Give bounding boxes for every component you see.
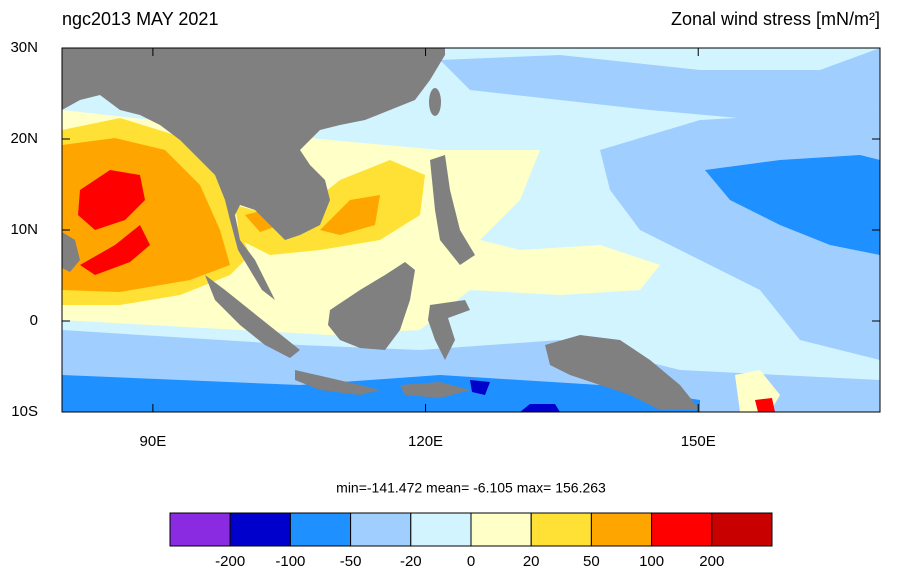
left-title: ngc2013 MAY 2021 [62,9,218,29]
colorbar-box [651,512,713,547]
land-mass [295,370,380,395]
land-mass [62,48,445,300]
land-mass [400,382,470,398]
field-region [440,48,880,120]
lat-tick-label: 20N [10,130,38,147]
land-mass [545,335,700,410]
field-region [320,195,380,235]
field-region [470,380,490,395]
field-region [520,404,560,412]
land [62,48,700,410]
colorbar-box [169,512,231,547]
colorbar-box [410,512,472,547]
colorbar: -200 -100 -50 -20 0 20 50 100 200 [169,512,773,570]
land-mass [205,275,300,358]
field-region [78,170,145,230]
colorbar-label: 200 [699,553,724,570]
field-region [80,225,150,275]
lon-tick-label: 150E [681,433,716,450]
colorbar-box [350,512,412,547]
land-mass [328,262,415,350]
field-region [705,155,880,255]
colorbar-box [590,512,653,547]
lat-tick-label: 10N [10,221,38,238]
lat-tick-label: 10S [11,403,38,420]
colorbar-label: -20 [400,553,422,570]
land-mass [62,232,80,272]
lat-tick-label: 0 [30,312,38,329]
field-region [62,375,700,412]
colorbar-label: -50 [340,553,362,570]
colorbar-box [289,512,352,547]
colorbar-label: 50 [583,553,600,570]
field-region [245,210,280,232]
field-region [755,398,775,412]
colorbar-label: 20 [523,553,540,570]
land-mass [430,155,475,265]
colorbar-label: 100 [639,553,664,570]
colorbar-label: 0 [467,553,475,570]
lon-tick-label: 90E [140,433,167,450]
colorbar-box [530,512,592,547]
colorbar-box [470,512,532,547]
land-mass [429,88,441,116]
lat-tick-label: 30N [10,39,38,56]
axes: 30N 20N 10N 0 10S 90E 120E 150E [10,39,880,450]
lon-tick-label: 120E [408,433,443,450]
colorbar-label: -100 [275,553,305,570]
right-title: Zonal wind stress [mN/m²] [671,9,880,29]
colorbar-label: -200 [215,553,245,570]
colorbar-box [711,512,773,547]
colorbar-box [229,512,291,547]
stats-text: min=-141.472 mean= -6.105 max= 156.263 [336,480,606,496]
land-mass [428,300,470,360]
